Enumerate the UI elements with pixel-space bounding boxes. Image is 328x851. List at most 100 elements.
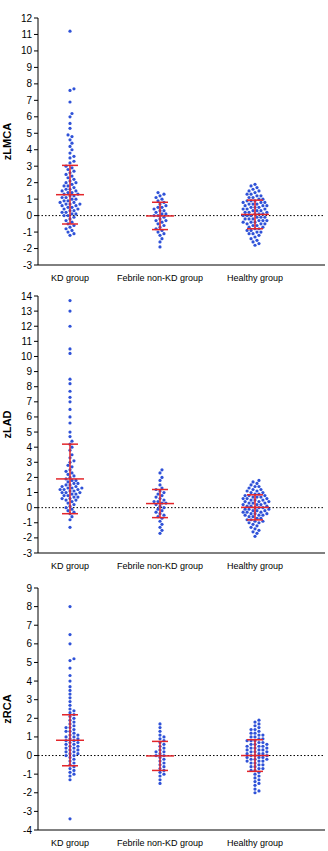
data-point	[64, 211, 67, 214]
data-point	[253, 244, 256, 247]
data-point	[64, 227, 67, 230]
y-tick-label: 14	[21, 291, 33, 302]
data-point	[251, 196, 254, 199]
data-point	[261, 745, 264, 748]
data-point	[263, 207, 266, 210]
data-point	[257, 719, 260, 722]
data-point	[72, 746, 75, 749]
data-point	[78, 202, 81, 205]
y-tick-label: 13	[21, 306, 33, 317]
data-point	[249, 237, 252, 240]
error-bar-cap	[152, 202, 168, 204]
y-tick-label: 2	[26, 472, 32, 483]
data-point	[68, 642, 71, 645]
panel: -4-3-2-10123456789zRCAKD groupFebrile no…	[1, 583, 325, 849]
data-point	[245, 207, 248, 210]
data-point	[68, 700, 71, 703]
data-point	[162, 761, 165, 764]
data-point	[72, 216, 75, 219]
y-tick	[34, 67, 38, 68]
y-tick-label: -3	[23, 806, 32, 817]
data-point	[72, 160, 75, 163]
data-point	[64, 173, 67, 176]
data-point	[70, 446, 73, 449]
data-point	[68, 674, 71, 677]
data-point	[72, 728, 75, 731]
data-point	[68, 415, 71, 418]
data-point	[158, 774, 161, 777]
data-point	[265, 204, 268, 207]
data-point	[257, 514, 260, 517]
data-point	[257, 767, 260, 770]
data-point	[72, 495, 75, 498]
y-tick-label: 12	[21, 13, 33, 24]
y-tick	[34, 199, 38, 200]
data-point	[68, 430, 71, 433]
y-tick-label: 8	[26, 78, 32, 89]
data-point	[72, 709, 75, 712]
data-point	[257, 521, 260, 524]
data-point	[66, 230, 69, 233]
data-point	[76, 745, 79, 748]
y-tick-label: 4	[26, 442, 32, 453]
y-tick	[34, 371, 38, 372]
data-point	[76, 748, 79, 751]
data-point	[164, 219, 167, 222]
data-point	[66, 486, 69, 489]
data-point	[68, 390, 71, 393]
data-point	[257, 763, 260, 766]
data-point	[249, 526, 252, 529]
data-point	[66, 214, 69, 217]
data-point	[68, 817, 71, 820]
y-tick-label: 2	[26, 177, 32, 188]
data-point	[261, 767, 264, 770]
category-label: Healthy group	[227, 561, 283, 571]
data-point	[244, 494, 247, 497]
data-point	[70, 135, 73, 138]
data-point	[74, 212, 77, 215]
y-tick	[34, 606, 38, 607]
data-point	[265, 758, 268, 761]
data-point	[255, 209, 258, 212]
y-tick	[34, 477, 38, 478]
y-tick	[34, 492, 38, 493]
data-point	[64, 746, 67, 749]
mean-line	[241, 507, 269, 509]
data-point	[64, 730, 67, 733]
data-point	[66, 494, 69, 497]
y-tick	[34, 100, 38, 101]
data-point	[72, 769, 75, 772]
data-point	[253, 535, 256, 538]
error-bar-cap	[152, 489, 168, 491]
data-point	[64, 202, 67, 205]
data-point	[261, 760, 264, 763]
data-point	[251, 224, 254, 227]
y-tick-label: 0	[26, 210, 32, 221]
data-point	[68, 408, 71, 411]
data-point	[162, 506, 165, 509]
data-point	[74, 492, 77, 495]
data-point	[160, 509, 163, 512]
y-tick-label: -1	[23, 769, 32, 780]
data-point	[265, 746, 268, 749]
y-tick-label: 5	[26, 128, 32, 139]
data-point	[68, 707, 71, 710]
data-point	[76, 733, 79, 736]
data-point	[253, 485, 256, 488]
data-point	[68, 226, 71, 229]
data-point	[257, 760, 260, 763]
data-point	[68, 526, 71, 529]
y-tick-label: 3	[26, 694, 32, 705]
data-point	[160, 523, 163, 526]
error-bar-cap	[247, 228, 263, 230]
data-point	[64, 470, 67, 473]
data-point	[60, 497, 63, 500]
error-bar-cap	[62, 223, 78, 225]
y-tick	[34, 83, 38, 84]
data-point	[72, 232, 75, 235]
data-point	[255, 194, 258, 197]
data-point	[59, 201, 62, 204]
data-point	[68, 400, 71, 403]
y-tick	[34, 248, 38, 249]
data-point	[245, 511, 248, 514]
